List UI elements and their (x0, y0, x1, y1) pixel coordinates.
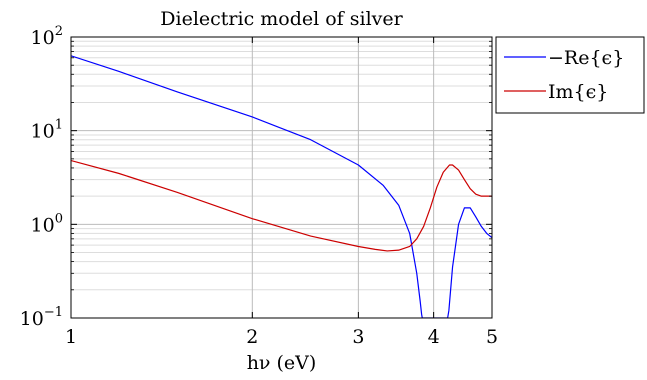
series-line-imag (71, 159, 492, 252)
chart-title: Dielectric model of silver (160, 8, 403, 30)
minor-grid (71, 40, 492, 291)
series-line-neg-real (71, 55, 492, 318)
y-tick-label: 102 (31, 24, 63, 49)
x-tick-label: 1 (65, 326, 77, 348)
x-tick-label: 5 (486, 326, 498, 348)
legend-label: Im{ϵ} (548, 81, 608, 103)
legend-label: −Re{ϵ} (548, 47, 624, 69)
series-layer (71, 55, 492, 318)
y-tick-label: 100 (31, 211, 63, 236)
legend: −Re{ϵ} Im{ϵ} (495, 36, 645, 114)
x-axis-label: hν (eV) (247, 352, 317, 374)
y-tick-label: 10−1 (20, 305, 63, 330)
axis-ticks: 10−1 100 101 102 1 2 3 4 5 (20, 24, 498, 348)
plot-frame (70, 36, 493, 319)
x-tick-label: 3 (352, 326, 364, 348)
legend-box (495, 36, 645, 114)
x-tick-label: 4 (428, 326, 440, 348)
x-tick-label: 2 (246, 326, 258, 348)
major-grid (70, 36, 493, 319)
y-tick-label: 101 (31, 118, 63, 143)
